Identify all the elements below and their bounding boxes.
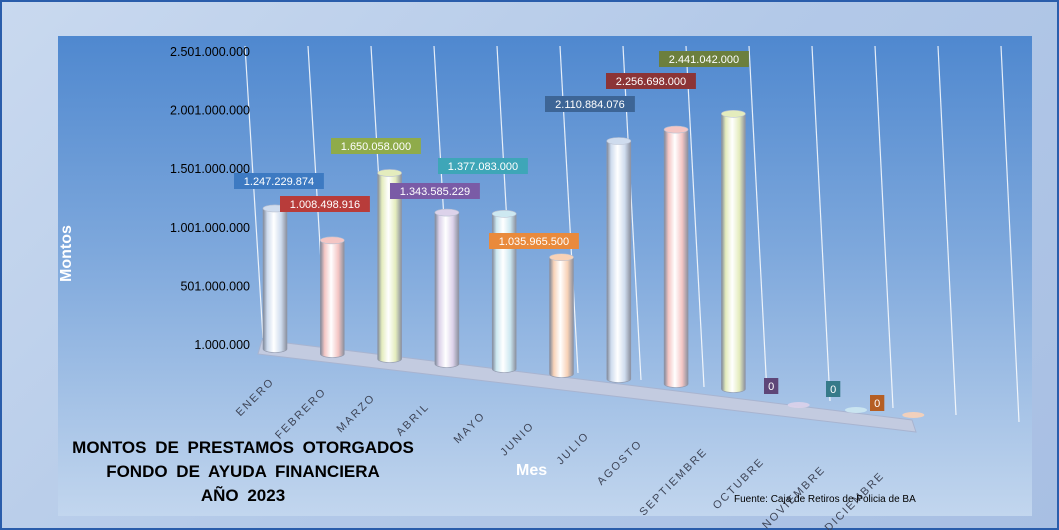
gridline [244, 45, 264, 339]
data-label-box [606, 73, 696, 89]
bar-top [549, 253, 574, 262]
data-label-box [826, 381, 841, 397]
title-line-1: MONTOS DE PRESTAMOS OTORGADOS [72, 438, 414, 457]
title-line-3: AÑO 2023 [200, 486, 286, 505]
y-axis-ticks: 1.000.000 501.000.000 1.001.000.000 1.501.0… [170, 45, 250, 352]
data-label-text: 2.256.698.000 [616, 76, 686, 88]
y-tick-label: 1.001.000.000 [170, 221, 250, 235]
data-label: 2.256.698.000 [606, 73, 696, 89]
gridline [811, 45, 831, 402]
x-axis-title: Mes [516, 462, 548, 479]
x-tick-label: ABRIL [394, 401, 432, 439]
data-label-text: 1.008.498.916 [290, 199, 360, 211]
title-line-2: FONDO DE AYUDA FINANCIERA [106, 462, 380, 481]
x-tick-label: MAYO [452, 410, 488, 446]
bar-top [721, 109, 746, 118]
data-label-text: 0 [830, 384, 836, 396]
bar [663, 129, 689, 388]
data-label-box [870, 395, 885, 411]
bar [549, 256, 574, 378]
x-tick-label: FEBRERO [273, 386, 329, 442]
data-label-text: 1.035.965.500 [499, 236, 569, 248]
data-label-text: 2.110.884.076 [555, 99, 625, 111]
bar-top [606, 137, 632, 145]
data-label-box [280, 196, 370, 212]
bar [434, 212, 460, 368]
data-label: 0 [764, 378, 779, 394]
bar-top [663, 125, 689, 134]
data-label-box [659, 51, 749, 67]
gridline [937, 45, 957, 416]
data-label-box [390, 183, 480, 199]
chart-title: MONTOS DE PRESTAMOS OTORGADOS FONDO DE A… [62, 436, 424, 508]
data-label-text: 0 [768, 381, 774, 393]
data-label-text: 0 [874, 398, 880, 410]
bar-top [434, 208, 460, 217]
floor-plane [257, 339, 917, 433]
data-labels: 1.247.229.874 1.008.498.916 1.650.058.000 1… [234, 51, 885, 411]
x-tick-label: ENERO [234, 376, 277, 419]
data-label-box [489, 233, 579, 249]
bar-top [491, 209, 517, 218]
x-tick-label: JUNIO [498, 420, 537, 459]
gridline [1000, 45, 1020, 423]
data-label: 0 [826, 381, 841, 397]
bar [845, 407, 867, 413]
gridline [874, 45, 894, 409]
y-tick-label: 1.000.000 [194, 338, 250, 352]
data-label: 1.035.965.500 [489, 233, 579, 249]
data-label: 2.441.042.000 [659, 51, 749, 67]
data-label-box [234, 173, 324, 189]
data-label: 2.110.884.076 [545, 96, 635, 112]
x-tick-label: SEPTIEMBRE [637, 446, 710, 519]
bar [721, 113, 746, 393]
y-tick-label: 2.001.000.000 [170, 104, 250, 118]
data-label: 1.343.585.229 [390, 183, 480, 199]
bars [262, 109, 925, 418]
x-tick-label: MARZO [334, 392, 378, 436]
data-label-box [545, 96, 635, 112]
source-note: Fuente: Caja de Retiros de Policia de BA [734, 494, 916, 505]
bar [491, 213, 517, 373]
data-label: 1.377.083.000 [438, 158, 528, 174]
data-label-box [331, 138, 421, 154]
chart-floor [257, 339, 917, 433]
data-label: 0 [870, 395, 885, 411]
y-tick-label: 2.501.000.000 [170, 45, 250, 59]
data-label: 1.247.229.874 [234, 173, 324, 189]
bar [262, 208, 288, 353]
gridline [748, 45, 768, 395]
data-label-box [764, 378, 779, 394]
data-label-text: 2.441.042.000 [669, 54, 739, 66]
data-label-text: 1.343.585.229 [400, 186, 470, 198]
data-label: 1.008.498.916 [280, 196, 370, 212]
x-tick-label: JULIO [555, 430, 593, 468]
gridline [685, 45, 705, 388]
data-label: 1.650.058.000 [331, 138, 421, 154]
bar [902, 412, 925, 418]
x-tick-label: AGOSTO [595, 438, 645, 488]
bar [320, 240, 345, 358]
bar [787, 402, 810, 408]
data-label-box [438, 158, 528, 174]
bar [606, 140, 632, 383]
data-label-text: 1.247.229.874 [244, 176, 314, 188]
bar-top [319, 236, 345, 245]
y-tick-label: 501.000.000 [180, 279, 250, 293]
bar [377, 172, 402, 363]
y-axis-title: Montos [58, 225, 75, 282]
bar-top [377, 169, 402, 177]
plot-area [58, 36, 1032, 516]
data-label-text: 1.650.058.000 [341, 141, 411, 153]
y-tick-label: 1.501.000.000 [170, 162, 250, 176]
data-label-text: 1.377.083.000 [448, 161, 518, 173]
